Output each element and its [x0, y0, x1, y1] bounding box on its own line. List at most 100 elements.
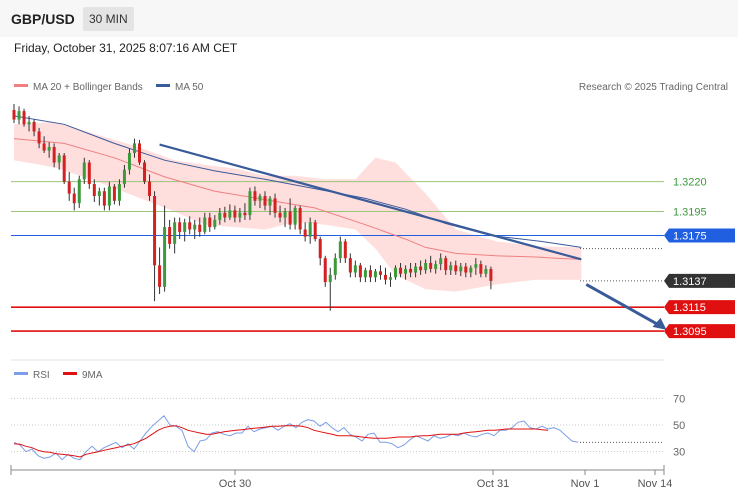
- candle-body: [138, 143, 141, 163]
- level-tag-1.3095: [664, 324, 735, 339]
- candle-body: [363, 270, 367, 278]
- candle-body: [328, 274, 332, 283]
- candle-body: [213, 219, 217, 228]
- candle-body: [193, 224, 197, 230]
- trendline-layer: [159, 143, 667, 330]
- candle-body: [474, 264, 478, 268]
- rsi-ma-line: [13, 425, 549, 458]
- candle-body: [449, 265, 453, 271]
- timeframe-button[interactable]: 30 MIN: [83, 7, 134, 31]
- level-tag-1.3115: [664, 300, 735, 315]
- candle-body: [484, 268, 488, 274]
- candle-body: [228, 210, 232, 218]
- rsi-layer: 70 50 30: [11, 393, 685, 461]
- candle-body: [268, 198, 272, 206]
- level-tag-1.3137: [664, 273, 735, 288]
- candle-body: [323, 258, 327, 283]
- candle-body: [409, 268, 413, 273]
- candle-body: [158, 265, 162, 287]
- candle-body: [368, 270, 372, 278]
- candle-body: [248, 191, 252, 216]
- candle-body: [112, 186, 116, 201]
- ma20-line: [13, 138, 582, 260]
- level-label-1.3220: 1.3220: [673, 177, 707, 189]
- level-label-1.3195: 1.3195: [673, 207, 707, 219]
- top-bar: GBP/USD 30 MIN: [0, 0, 738, 37]
- rsi-tick-30: 30: [673, 447, 685, 459]
- level-tag-1.3175: [664, 228, 735, 243]
- ma20-legend-label: MA 20 + Bollinger Bands: [33, 82, 143, 93]
- candle-body: [389, 277, 392, 280]
- candle-body: [122, 169, 126, 185]
- level-labels-layer: 1.3220 1.3195 1.3175 1.3137 1.3115 1.3095: [664, 177, 735, 339]
- candle-body: [17, 111, 21, 120]
- bollinger-band-layer: [14, 121, 582, 292]
- candle-body: [57, 155, 61, 163]
- candle-body: [454, 265, 458, 272]
- rsi-tick-50: 50: [673, 420, 685, 432]
- candle-body: [434, 264, 438, 269]
- candle-body: [233, 210, 237, 218]
- ma20-legend-swatch: [14, 84, 28, 87]
- rsi-legend: RSI 9MA: [14, 370, 103, 381]
- candle-body: [47, 147, 51, 151]
- candle-body: [107, 186, 111, 206]
- candle-body: [394, 267, 398, 278]
- candle-body: [127, 152, 131, 170]
- candle-body: [238, 212, 242, 218]
- candle-body: [27, 121, 31, 125]
- candle-body: [208, 217, 212, 228]
- candle-body: [308, 222, 312, 237]
- candle-body: [258, 196, 262, 201]
- candle-body: [404, 268, 408, 274]
- candle-body: [148, 181, 152, 197]
- x-axis-layer: Oct 30 Oct 31 Nov 1 Nov 14: [10, 465, 673, 490]
- candle-body: [464, 266, 468, 273]
- candle-body: [67, 181, 71, 194]
- x-tick-label: Oct 30: [219, 478, 251, 490]
- forecast-arrow-shaft: [585, 283, 662, 328]
- candle-body: [218, 212, 222, 220]
- candle-body: [353, 265, 357, 273]
- candle-body: [273, 198, 277, 213]
- candle-body: [298, 207, 302, 230]
- candle-body: [173, 222, 177, 244]
- candle-body: [82, 162, 86, 180]
- candle-body: [132, 143, 136, 153]
- candle-body: [263, 196, 267, 206]
- candle-body: [12, 109, 16, 120]
- forecast-arrow-head: [652, 317, 667, 330]
- candle-body: [97, 191, 101, 197]
- candle-body: [143, 162, 147, 182]
- candle-body: [288, 211, 292, 225]
- bollinger-band: [14, 121, 582, 292]
- rsi-tick-70: 70: [673, 393, 685, 405]
- candle-body: [117, 184, 121, 201]
- ma50-legend-swatch: [156, 84, 170, 87]
- candle-body: [223, 212, 227, 218]
- candle-body: [424, 262, 428, 271]
- candle-body: [479, 264, 483, 274]
- candle-body: [373, 271, 377, 278]
- candle-body: [52, 147, 56, 163]
- rsi-legend-swatch: [14, 372, 28, 375]
- candle-body: [32, 121, 36, 132]
- candle-body: [72, 193, 76, 204]
- symbol-title: GBP/USD: [11, 11, 75, 27]
- candle-body: [318, 239, 322, 259]
- candle-body: [348, 258, 352, 273]
- candle-body: [333, 258, 337, 275]
- x-tick-label: Nov 14: [638, 478, 673, 490]
- level-label-1.3137: 1.3137: [673, 276, 707, 288]
- candle-body: [293, 207, 297, 225]
- rsi-ma-legend-label: 9MA: [82, 370, 103, 381]
- candle-body: [153, 196, 157, 266]
- rsi-ma-legend-swatch: [63, 372, 77, 375]
- candle-body: [419, 266, 423, 271]
- candle-body: [358, 265, 362, 278]
- candle-body: [42, 143, 46, 151]
- rsi-line: [13, 414, 579, 461]
- credit-label: Research © 2025 Trading Central: [579, 82, 728, 93]
- candle-body: [22, 111, 26, 125]
